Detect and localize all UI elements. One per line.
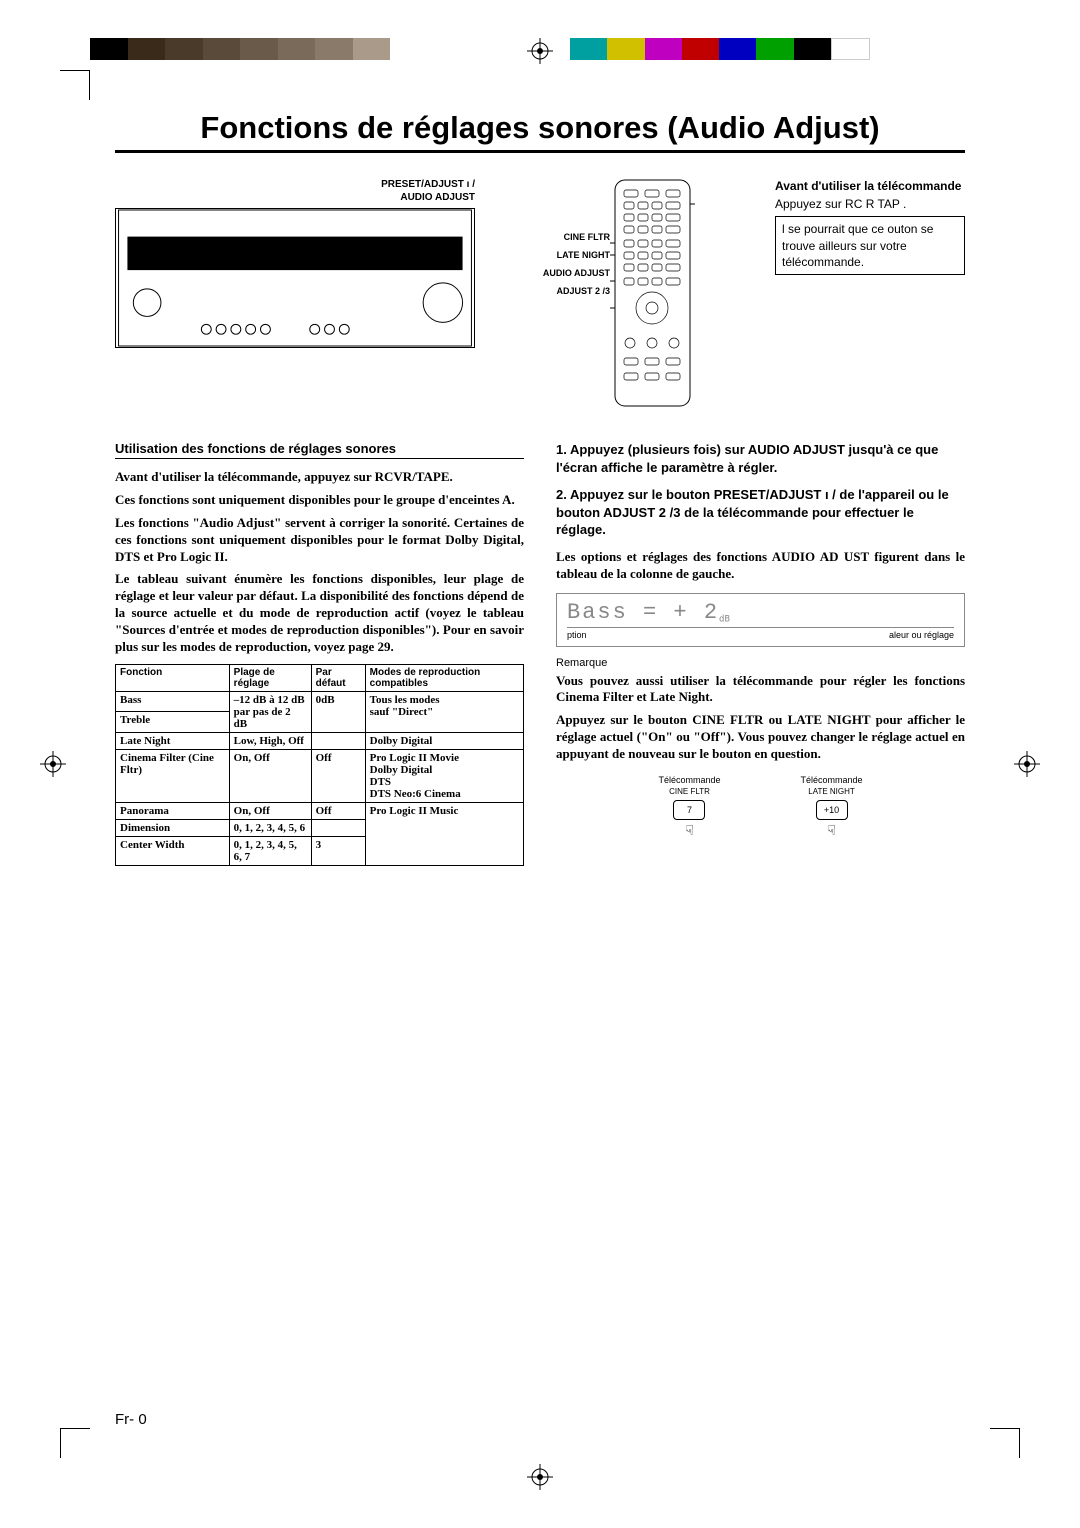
table-cell: 0, 1, 2, 3, 4, 5, 6 — [229, 819, 311, 836]
remote-note-box: l se pourrait que ce outon se trouve ail… — [775, 216, 965, 275]
display-left-label: ption — [567, 630, 587, 640]
remote-label-3: AUDIO ADJUST — [515, 264, 610, 282]
table-cell: Cinema Filter (Cine Fltr) — [116, 749, 230, 802]
page-title: Fonctions de réglages sonores (Audio Adj… — [115, 110, 965, 153]
table-cell: Off — [311, 749, 365, 802]
table-cell: Low, High, Off — [229, 732, 311, 749]
table-header: Par défaut — [311, 664, 365, 691]
button-icon: 7 — [673, 800, 705, 820]
remote-note-press: Appuyez sur RC R TAP . — [775, 196, 965, 212]
table-cell: Treble — [116, 712, 230, 733]
print-color-bar-right — [570, 38, 870, 60]
table-cell — [311, 819, 365, 836]
receiver-diagram: PRESET/ADJUST ı / AUDIO ADJUST — [115, 178, 475, 353]
table-cell — [311, 732, 365, 749]
remote-illustration — [610, 178, 695, 408]
receiver-illustration — [115, 208, 475, 348]
remote-button-latenight: Télécommande LATE NIGHT +10 ☟ — [801, 775, 863, 839]
table-header: Modes de reproduction compatibles — [365, 664, 523, 691]
section-heading: Utilisation des fonctions de réglages so… — [115, 441, 524, 459]
remote-label-2: LATE NIGHT — [515, 246, 610, 264]
lcd-display: Bass = + 2dB ption aleur ou réglage — [556, 593, 965, 647]
table-cell: Panorama — [116, 802, 230, 819]
remark-paragraph: Appuyez sur le bouton CINE FLTR ou LATE … — [556, 712, 965, 763]
table-cell: 0dB — [311, 691, 365, 732]
crop-mark — [990, 1428, 1020, 1458]
remote-label-1: CINE FLTR — [515, 228, 610, 246]
remote-button-cinefltr: Télécommande CINE FLTR 7 ☟ — [658, 775, 720, 839]
right-column: 1. Appuyez (plusieurs fois) sur AUDIO AD… — [556, 441, 965, 866]
paragraph: Le tableau suivant énumère les fonctions… — [115, 571, 524, 655]
button-icon: +10 — [816, 800, 848, 820]
page-number: Fr- 0 — [115, 1411, 147, 1428]
remark-paragraph: Vous pouvez aussi utiliser la télécomman… — [556, 673, 965, 707]
display-right-label: aleur ou réglage — [889, 630, 954, 640]
receiver-label-1: PRESET/ADJUST ı / — [115, 178, 475, 191]
table-cell: Tous les modessauf "Direct" — [365, 691, 523, 732]
table-cell: 0, 1, 2, 3, 4, 5, 6, 7 — [229, 836, 311, 865]
step-2: 2. Appuyez sur le bouton PRESET/ADJUST ı… — [556, 486, 965, 539]
remote-diagram: CINE FLTR LATE NIGHT AUDIO ADJUST ADJUST… — [515, 178, 735, 413]
step-note: Les options et réglages des fonctions AU… — [556, 549, 965, 583]
hand-icon: ☟ — [658, 822, 720, 839]
two-column-layout: Utilisation des fonctions de réglages so… — [115, 441, 965, 866]
remote-buttons-row: Télécommande CINE FLTR 7 ☟ Télécommande … — [556, 775, 965, 839]
table-header: Plage de réglage — [229, 664, 311, 691]
functions-table: Fonction Plage de réglage Par défaut Mod… — [115, 664, 524, 866]
table-cell: On, Off — [229, 749, 311, 802]
remote-note-title: Avant d'utiliser la télécommande — [775, 178, 965, 194]
paragraph: Avant d'utiliser la télécommande, appuye… — [115, 469, 524, 486]
table-cell: Late Night — [116, 732, 230, 749]
table-cell: On, Off — [229, 802, 311, 819]
crop-mark — [60, 1428, 90, 1458]
page-content: Fonctions de réglages sonores (Audio Adj… — [115, 110, 965, 866]
registration-mark-right — [1014, 751, 1040, 777]
remote-note: Avant d'utiliser la télécommande Appuyez… — [775, 178, 965, 275]
paragraph: Les fonctions "Audio Adjust" servent à c… — [115, 515, 524, 566]
table-cell: Bass — [116, 691, 230, 712]
table-header: Fonction — [116, 664, 230, 691]
diagram-row: PRESET/ADJUST ı / AUDIO ADJUST CINE FLTR… — [115, 178, 965, 413]
registration-mark-bottom — [527, 1464, 553, 1490]
table-cell: Center Width — [116, 836, 230, 865]
table-cell: Dolby Digital — [365, 732, 523, 749]
step-1: 1. Appuyez (plusieurs fois) sur AUDIO AD… — [556, 441, 965, 476]
crop-mark — [60, 70, 90, 100]
registration-mark-left — [40, 751, 66, 777]
paragraph: Ces fonctions sont uniquement disponible… — [115, 492, 524, 509]
left-column: Utilisation des fonctions de réglages so… — [115, 441, 524, 866]
remark-label: Remarque — [556, 657, 965, 669]
table-cell: Pro Logic II Music — [365, 802, 523, 865]
table-cell: Off — [311, 802, 365, 819]
receiver-label-2: AUDIO ADJUST — [115, 191, 475, 204]
table-cell: Dimension — [116, 819, 230, 836]
table-cell: –12 dB à 12 dBpar pas de 2 dB — [229, 691, 311, 732]
table-cell: 3 — [311, 836, 365, 865]
table-cell: Pro Logic II Movie Dolby Digital DTS DTS… — [365, 749, 523, 802]
display-text: Bass = + 2 — [567, 600, 719, 625]
registration-mark-top — [527, 38, 553, 64]
hand-icon: ☟ — [801, 822, 863, 839]
print-color-bar-left — [90, 38, 390, 60]
remote-label-4: ADJUST 2 /3 — [515, 282, 610, 300]
